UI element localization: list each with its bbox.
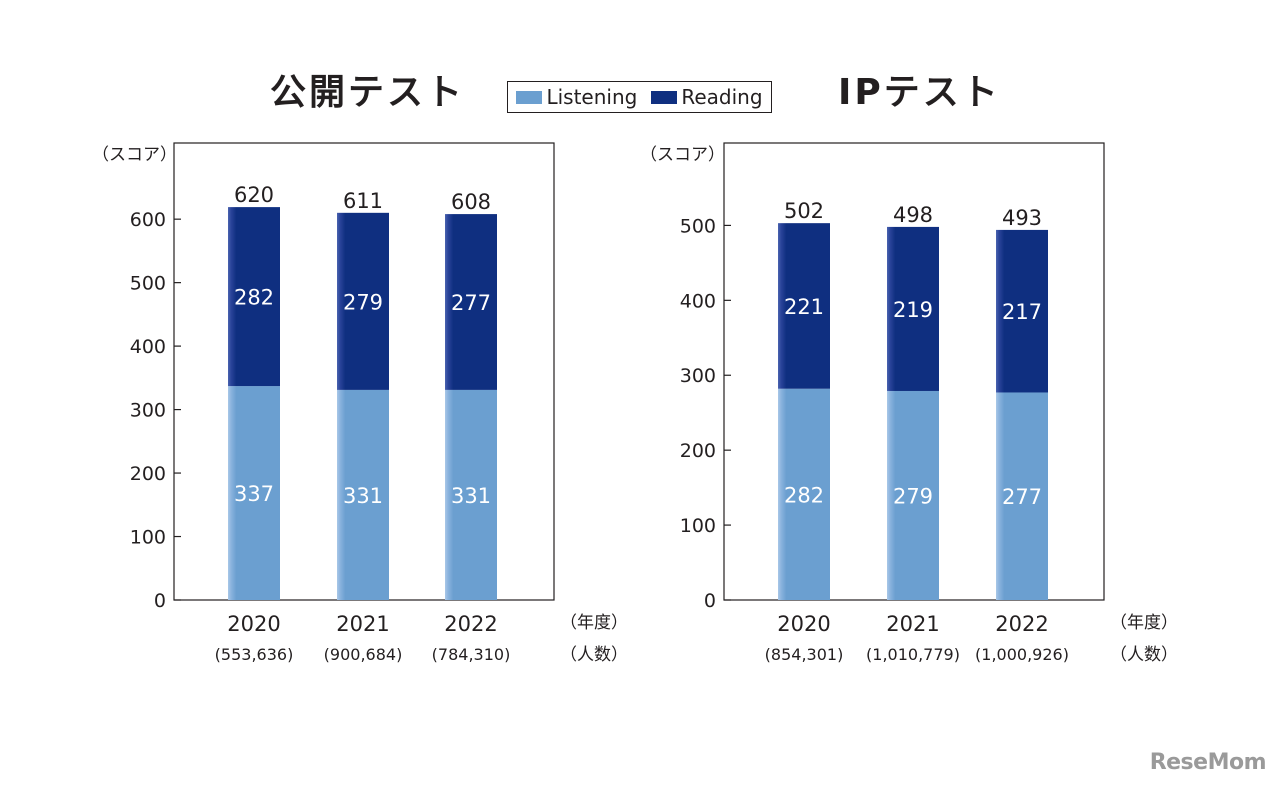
value-label-reading-public-2021: 279 [343,290,383,314]
x-tick-label-public-2021: 2021 [336,612,389,636]
bar-reading-ip-2020 [778,223,830,389]
value-label-listening-public-2021: 331 [343,484,383,508]
x-tick-label-public-2022: 2022 [444,612,497,636]
value-label-reading-ip-2020: 221 [784,295,824,319]
count-label-public-2021: (900,684) [324,645,403,664]
legend-label-reading: Reading [681,85,763,109]
bar-listening-ip-2022 [996,392,1048,600]
value-label-reading-public-2022: 277 [451,291,491,315]
watermark-logo: ReseMom [1149,750,1267,775]
chart-title-ip-test: IPテスト [838,72,1001,113]
legend-item-listening: Listening [516,85,637,109]
y-axis-label-public: （スコア） [92,145,177,165]
legend-item-reading: Reading [651,85,763,109]
x-tick-label-public-2020: 2020 [227,612,280,636]
count-unit-label-ip: （人数） [1110,645,1178,665]
x-tick-label-ip-2022: 2022 [995,612,1048,636]
bar-listening-public-2021 [337,389,389,600]
bar-reading-public-2020 [228,207,280,387]
y-tick-label-public-0: 0 [154,590,166,612]
total-label-public-2021: 611 [343,189,383,213]
value-label-reading-ip-2022: 217 [1002,300,1042,324]
x-unit-label-ip: （年度） [1110,613,1178,633]
y-tick-label-ip-0: 0 [704,590,716,612]
value-label-listening-public-2020: 337 [234,482,274,506]
value-label-listening-public-2022: 331 [451,484,491,508]
count-label-ip-2021: (1,010,779) [866,645,960,664]
legend-swatch-listening [516,90,543,104]
count-unit-label-public: （人数） [560,645,628,665]
y-tick-label-public-600: 600 [130,209,166,231]
total-label-public-2022: 608 [451,190,491,214]
count-label-ip-2020: (854,301) [765,645,844,664]
count-label-ip-2022: (1,000,926) [975,645,1069,664]
bar-listening-ip-2021 [887,390,939,600]
x-unit-label-public: （年度） [560,613,628,633]
value-label-reading-public-2020: 282 [234,286,274,310]
legend-label-listening: Listening [546,85,638,109]
count-label-public-2020: (553,636) [215,645,294,664]
bar-listening-ip-2020 [778,388,830,600]
bar-reading-public-2022 [445,214,497,390]
y-tick-label-ip-100: 100 [680,515,716,537]
value-label-listening-ip-2021: 279 [893,484,933,508]
y-tick-label-public-400: 400 [130,336,166,358]
total-label-ip-2022: 493 [1002,206,1042,230]
total-label-ip-2021: 498 [893,203,933,227]
y-tick-label-ip-200: 200 [680,440,716,462]
x-tick-label-ip-2020: 2020 [777,612,830,636]
bar-reading-public-2021 [337,212,389,390]
bar-reading-ip-2021 [887,226,939,391]
bar-listening-public-2020 [228,386,280,600]
chart-title-public-test: 公開テスト [270,72,466,113]
legend: Listening Reading [507,81,772,113]
bar-reading-ip-2022 [996,229,1048,393]
y-tick-label-ip-300: 300 [680,365,716,387]
y-tick-label-ip-400: 400 [680,290,716,312]
value-label-listening-ip-2020: 282 [784,483,824,507]
x-tick-label-ip-2021: 2021 [886,612,939,636]
y-tick-label-public-200: 200 [130,463,166,485]
value-label-reading-ip-2021: 219 [893,298,933,322]
total-label-public-2020: 620 [234,183,274,207]
y-tick-label-ip-500: 500 [680,215,716,237]
y-axis-label-ip: （スコア） [640,145,725,165]
value-label-listening-ip-2022: 277 [1002,485,1042,509]
legend-swatch-reading [651,90,678,104]
count-label-public-2022: (784,310) [432,645,511,664]
y-tick-label-public-100: 100 [130,527,166,549]
y-tick-label-public-300: 300 [130,400,166,422]
y-tick-label-public-500: 500 [130,273,166,295]
total-label-ip-2020: 502 [784,199,824,223]
bar-listening-public-2022 [445,389,497,600]
